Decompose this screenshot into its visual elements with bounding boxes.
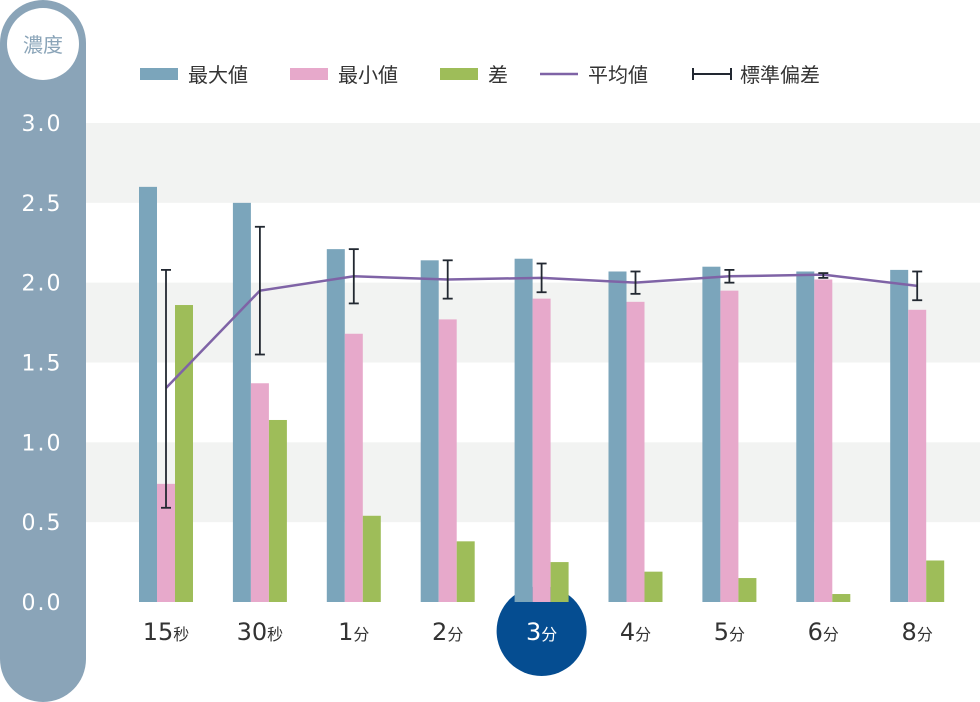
x-tick-label: 6分 [808, 618, 839, 646]
min-bar [626, 301, 645, 602]
min-bar [814, 279, 833, 602]
diff-bar [362, 515, 381, 602]
min-bar [720, 290, 739, 602]
highlight-circle [496, 586, 587, 676]
y-tick-label: 1.0 [22, 431, 63, 456]
y-axis-title-badge [7, 8, 79, 80]
legend-min-swatch [290, 68, 328, 80]
min-bar [438, 319, 457, 602]
y-tick-label: 3.0 [22, 112, 63, 137]
y-tick-label: 2.0 [22, 272, 63, 297]
min-bar [908, 309, 927, 602]
grid-band [86, 123, 980, 203]
y-tick-label: 0.0 [22, 591, 63, 616]
diff-bar [456, 541, 475, 602]
min-bar [250, 383, 269, 602]
x-tick-label: 4分 [620, 618, 651, 646]
max-bar [326, 249, 345, 603]
legend-diff-label: 差 [488, 63, 508, 87]
x-tick-label: 5分 [714, 618, 745, 646]
legend-max-swatch [140, 68, 178, 80]
diff-bar [175, 305, 193, 602]
diff-bar [268, 419, 287, 602]
max-bar [514, 258, 533, 602]
legend-mean-label: 平均値 [588, 63, 648, 87]
x-tick-label: 15秒 [143, 618, 190, 646]
min-bar [344, 333, 363, 602]
max-bar [796, 271, 815, 602]
max-bar [702, 266, 721, 602]
x-tick-label: 30秒 [237, 618, 284, 646]
max-bar [139, 186, 157, 602]
diff-bar [644, 571, 663, 602]
legend-diff-swatch [440, 68, 478, 80]
min-bar [532, 298, 551, 602]
diff-bar [738, 578, 757, 602]
x-tick-label: 1分 [338, 618, 369, 646]
diff-bar [832, 594, 851, 602]
max-bar [890, 269, 909, 602]
max-bar [608, 271, 627, 602]
y-axis-panel [0, 0, 86, 702]
diff-bar [550, 562, 569, 602]
min-bar [157, 483, 175, 602]
diff-bar [926, 560, 945, 602]
max-bar [420, 260, 439, 602]
y-axis-title: 濃度 [23, 33, 63, 57]
max-bar [232, 202, 251, 603]
y-tick-label: 1.5 [22, 352, 63, 377]
x-tick-label: 8分 [902, 618, 933, 646]
legend-sd-label: 標準偏差 [740, 63, 820, 87]
x-tick-label: 3分 [526, 618, 557, 646]
legend-min-label: 最小値 [338, 63, 398, 87]
y-tick-label: 2.5 [22, 192, 63, 217]
y-tick-label: 0.5 [22, 511, 63, 536]
legend-max-label: 最大値 [188, 63, 248, 87]
x-tick-label: 2分 [432, 618, 463, 646]
